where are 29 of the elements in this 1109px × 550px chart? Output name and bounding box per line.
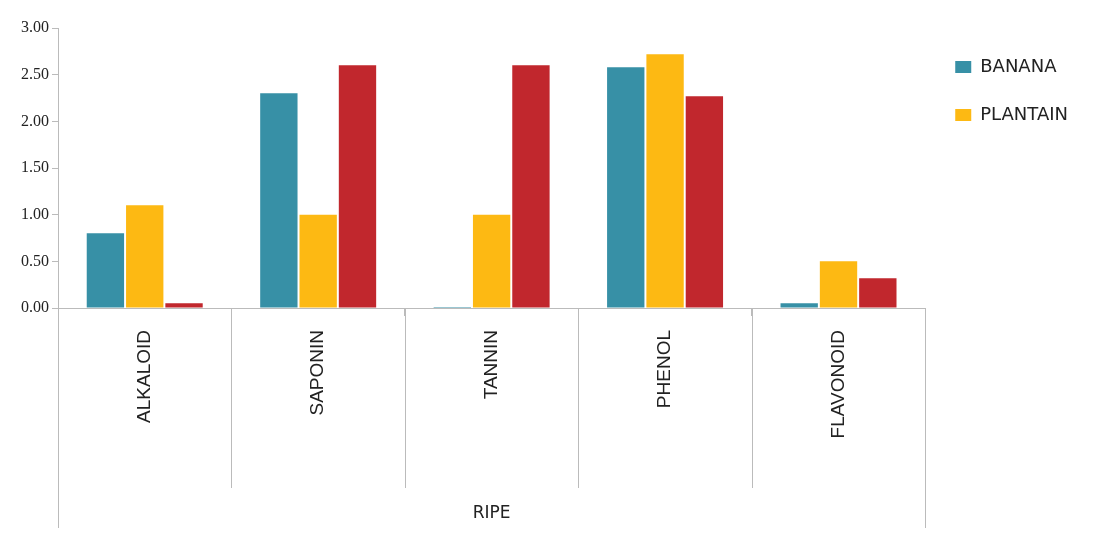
y-tick-label: 3.00	[21, 18, 49, 36]
y-tick-label: 1.00	[21, 204, 49, 222]
x-tick-label: SAPONIN	[306, 330, 328, 416]
bar	[646, 54, 684, 308]
x-axis-title: RIPE	[472, 502, 511, 523]
legend-label: PLANTAIN	[980, 102, 1069, 124]
bar	[338, 65, 377, 308]
legend-label: BANANA	[980, 54, 1058, 76]
x-tick-label: PHENOL	[653, 330, 675, 409]
bar	[607, 67, 645, 308]
y-tick-label: 0.00	[21, 298, 49, 316]
bar	[472, 214, 511, 308]
bar	[299, 214, 337, 308]
bar	[685, 96, 724, 308]
bar	[512, 65, 550, 308]
bar	[165, 303, 203, 308]
x-tick-label: TANNIN	[479, 330, 501, 400]
bar	[126, 205, 164, 308]
bar	[86, 233, 125, 308]
bar	[260, 93, 298, 308]
y-tick-label: 2.00	[21, 111, 49, 129]
y-tick-label: 1.50	[21, 158, 49, 176]
bar	[780, 303, 818, 308]
x-tick-label: ALKALOID	[132, 330, 154, 423]
bar	[819, 261, 858, 308]
y-tick-label: 0.50	[21, 251, 49, 269]
bar	[859, 278, 897, 308]
y-tick-label: 2.50	[21, 64, 49, 82]
x-tick-label: FLAVONOID	[826, 330, 848, 439]
